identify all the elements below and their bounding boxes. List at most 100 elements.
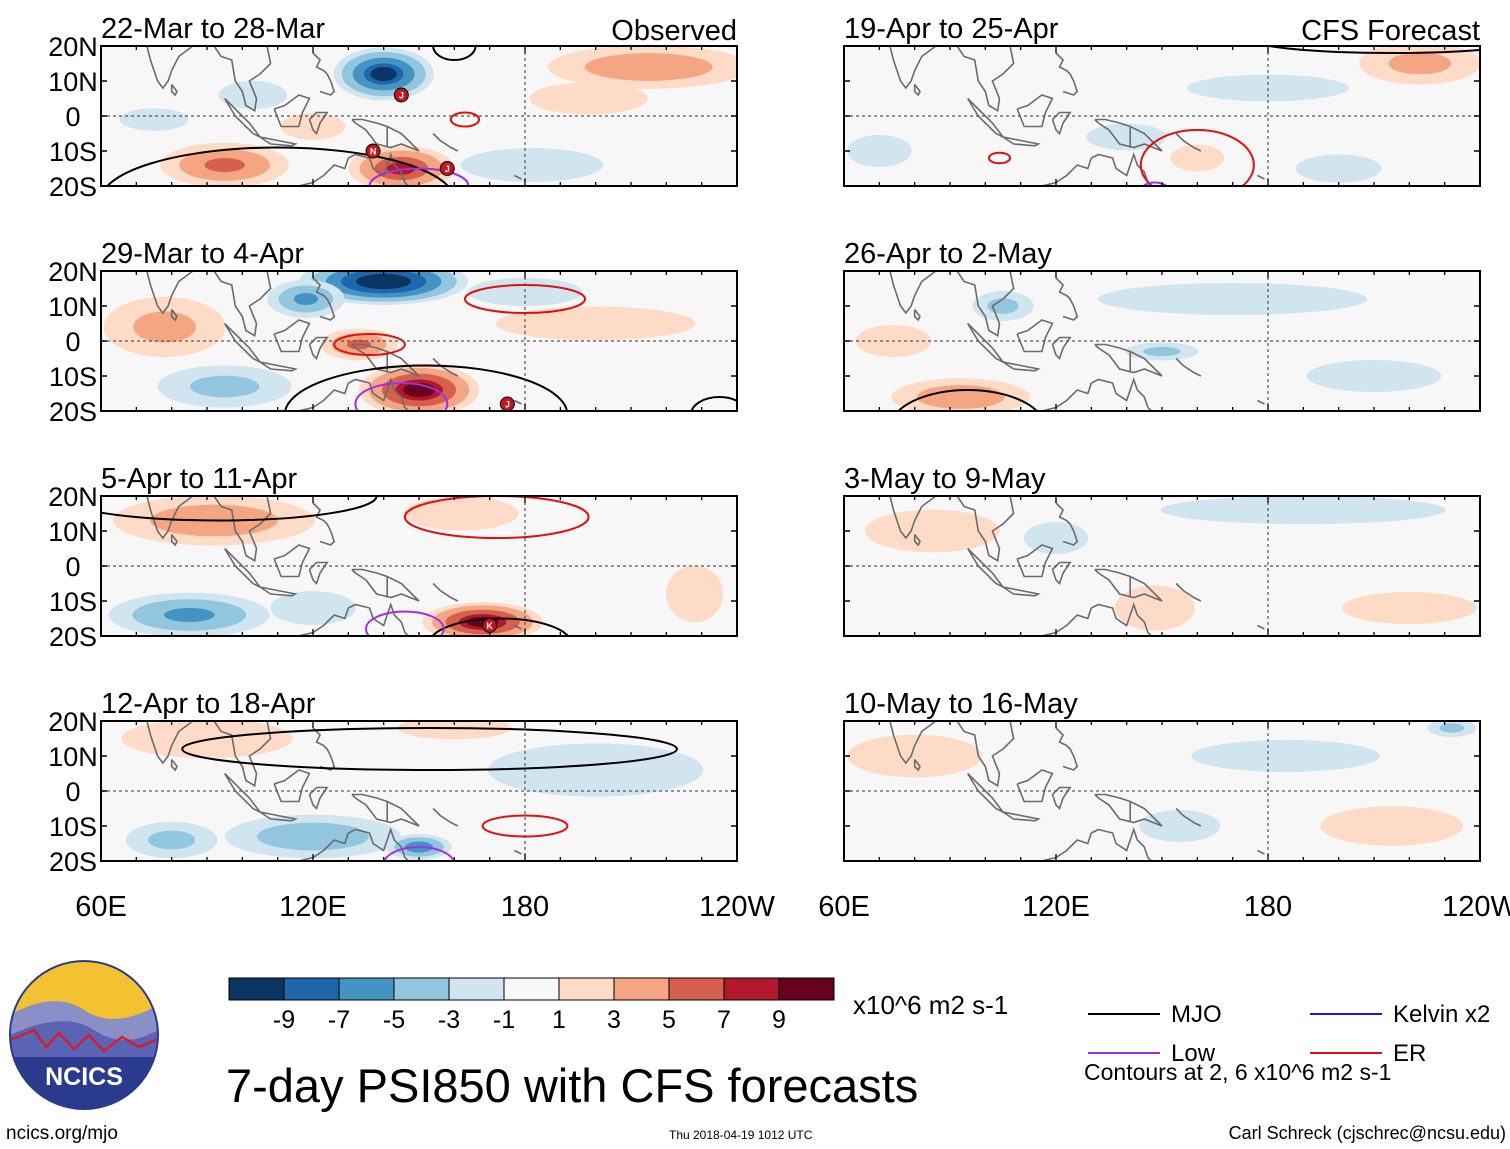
colorbar: -9 -7 -5 -3 -1 1 3 5 7 9 [228, 977, 835, 1034]
tc-label: J [505, 400, 510, 410]
anomaly-level [847, 734, 982, 778]
anomaly-level [1320, 806, 1464, 846]
x-tick-label: 120E [279, 891, 347, 923]
x-tick-label: 120W [699, 891, 775, 923]
coastline [889, 496, 937, 540]
anomaly-blob [847, 135, 912, 167]
coastline [956, 46, 1015, 113]
colorbar-tick-label: -7 [328, 1006, 350, 1034]
anomaly-blob [1139, 810, 1221, 842]
site-link[interactable]: ncics.org/mjo [6, 1123, 118, 1144]
tc-marker: J [393, 87, 409, 103]
coastline [1016, 544, 1054, 578]
legend-label: ER [1393, 1040, 1426, 1067]
colorbar-tick-label: 3 [607, 1006, 621, 1034]
anomaly-blob [972, 290, 1034, 322]
tc-label: K [486, 621, 493, 631]
coastline [1257, 849, 1265, 855]
coastline [1090, 151, 1152, 186]
coastline [259, 586, 298, 597]
tc-symbol [439, 161, 455, 176]
coastlines [889, 271, 1265, 411]
y-tick-label: 10N [48, 292, 98, 322]
anomaly-blob [1086, 123, 1168, 151]
contour-low [383, 846, 455, 861]
anomaly-level [270, 591, 356, 625]
coastline [1002, 811, 1041, 822]
contour-low [354, 382, 449, 411]
coastline [351, 568, 420, 602]
panel-field [103, 271, 737, 411]
colorbar-swatch [558, 977, 615, 1001]
anomaly-level [1191, 740, 1380, 772]
anomaly-level [529, 82, 648, 115]
contour-mjo [432, 46, 477, 61]
anomaly-blob [160, 142, 290, 186]
coastline [1055, 502, 1079, 546]
y-tick-label: 10S [49, 137, 97, 167]
anomaly-level [218, 80, 288, 110]
coastline [351, 793, 420, 827]
colorbar-swatch [668, 977, 725, 1001]
coastline [1175, 357, 1202, 377]
contour-mjo [431, 617, 570, 636]
colorbar-swatch [448, 977, 505, 1001]
coastline [146, 721, 194, 765]
contour-mjo [106, 146, 450, 186]
coastlines [146, 46, 522, 186]
coastline [1094, 343, 1163, 377]
coastline [514, 174, 522, 180]
anomaly-blob [460, 148, 604, 182]
y-tick-label: 20N [48, 32, 98, 62]
y-tick-label: 10S [49, 812, 97, 842]
anomaly-level [204, 158, 245, 172]
coastline [1002, 136, 1041, 147]
anomaly-blob [1191, 740, 1380, 772]
contour-low [1141, 181, 1169, 186]
coastline [472, 635, 474, 636]
x-tick-label: 60E [75, 891, 127, 923]
contour-mjo [181, 727, 678, 771]
anomaly-level [666, 565, 724, 623]
coastline [351, 118, 420, 152]
map-panel-fc1: 19-Apr to 25-Apr CFS Forecast [843, 13, 1481, 187]
map-panel-fc3: 3-May to 9-May [843, 463, 1481, 637]
coastline [514, 849, 522, 855]
coastline [1215, 185, 1217, 186]
legend-label: Kelvin x2 [1393, 1001, 1490, 1028]
coastline [213, 271, 272, 338]
anomaly-level [1098, 283, 1368, 315]
anomaly-blob [1023, 522, 1089, 554]
tc-symbol [365, 143, 381, 159]
anomaly-level [404, 496, 519, 531]
anomaly-blob [348, 145, 455, 186]
coastline [273, 769, 311, 803]
coastline [913, 759, 921, 772]
anomaly-blob [224, 814, 402, 859]
anomaly-level [356, 273, 412, 290]
coastline [1040, 382, 1093, 411]
coastline [347, 151, 409, 186]
coastline [297, 832, 350, 861]
anomaly-blob [666, 565, 724, 623]
coastline [170, 759, 178, 772]
coastline [889, 271, 937, 315]
anomaly-level [987, 298, 1019, 314]
coastline [213, 721, 272, 788]
anomaly-level [1170, 144, 1225, 172]
coastline [472, 860, 474, 861]
anomaly-level [190, 375, 260, 398]
coastline [347, 376, 409, 411]
anomaly-blob [1098, 283, 1368, 315]
panel-date-label: 3-May to 9-May [844, 463, 1046, 495]
coastline [1094, 793, 1163, 827]
coastline [514, 624, 522, 630]
anomaly-blob [397, 721, 512, 740]
coastline [1094, 118, 1163, 152]
anomaly-blob [267, 279, 345, 319]
coastline [1051, 561, 1072, 585]
x-tick-label: 180 [501, 891, 549, 923]
anomaly-blob [1160, 496, 1446, 525]
